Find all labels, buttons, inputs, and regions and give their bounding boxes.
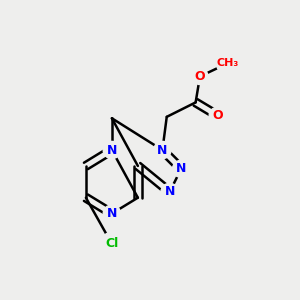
Text: N: N [107,144,117,157]
Circle shape [154,141,171,159]
Circle shape [103,205,121,222]
Text: Cl: Cl [105,237,119,250]
Text: N: N [157,144,168,157]
Text: N: N [107,207,117,220]
Circle shape [100,232,123,256]
Text: N: N [176,162,186,175]
Text: CH₃: CH₃ [216,58,238,68]
Text: N: N [164,185,175,198]
Circle shape [209,107,225,124]
Circle shape [172,160,190,178]
Text: O: O [212,109,223,122]
Circle shape [103,141,121,159]
Text: O: O [195,70,205,83]
Circle shape [192,68,208,85]
Circle shape [216,52,238,74]
Circle shape [161,183,178,201]
